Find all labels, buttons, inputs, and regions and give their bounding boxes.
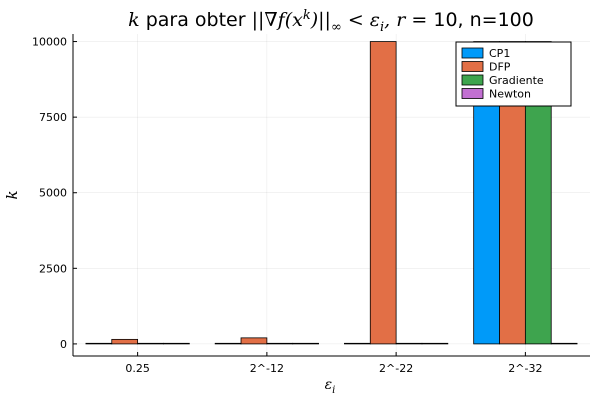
x-tick-label: 2^-12: [250, 362, 284, 375]
bar-gradiente-2: [395, 342, 423, 345]
tick-labels: 0 2500 5000 7500 10000 0.25 2^-12 2^-22 2^-32: [32, 36, 542, 375]
legend-swatch-cp1: [461, 47, 484, 59]
title-lt: <: [342, 9, 370, 31]
x-tick-label: 0.25: [125, 362, 150, 375]
bar-cp1-0: [85, 342, 113, 345]
bar-newton-3: [550, 342, 578, 345]
y-axis-label: k: [3, 190, 21, 199]
legend-swatch-dfp: [461, 61, 484, 72]
title-eq: =: [405, 9, 433, 31]
x-tick-label: 2^-22: [379, 362, 413, 375]
title-sub-inf: ∞: [331, 20, 342, 35]
legend-label-dfp: DFP: [489, 61, 511, 74]
legend-swatch-gradiente: [461, 74, 484, 86]
title-comma: ,: [384, 9, 396, 31]
title-paren-close: ): [310, 9, 318, 31]
bar-dfp-1: [240, 337, 268, 345]
title-tail: 10, n=100: [433, 9, 533, 31]
legend-swatch-newton: [461, 88, 484, 99]
legend-label-cp1: CP1: [489, 47, 510, 60]
bar-dfp-2: [369, 41, 397, 345]
bar-cp1-1: [214, 342, 242, 345]
title-norm-close: ||: [318, 9, 331, 31]
y-tick-label: 10000: [32, 36, 67, 49]
y-tick-label: 7500: [39, 111, 67, 124]
x-axis-label-sub: i: [332, 385, 335, 396]
x-axis-label: εi: [325, 377, 336, 396]
title-eps: ε: [370, 9, 380, 31]
title-r: r: [396, 9, 407, 31]
chart-title: k para obter ||∇f(xk)||∞ < εi, r = 10, n…: [128, 8, 534, 35]
legend-label-newton: Newton: [489, 88, 531, 101]
bar-gradiente-1: [266, 342, 294, 345]
y-tick-label: 0: [60, 338, 67, 351]
title-k: k: [128, 9, 140, 31]
bar-dfp-0: [111, 338, 139, 345]
bar-gradiente-0: [137, 342, 164, 345]
bar-cp1-2: [344, 342, 371, 345]
title-gradient: ∇f(x: [264, 9, 303, 31]
title-text: para obter: [140, 9, 252, 31]
bar-newton-2: [421, 342, 449, 345]
y-tick-label: 5000: [39, 187, 67, 200]
x-tick-label: 2^-32: [508, 362, 542, 375]
bar-newton-1: [292, 342, 319, 345]
title-sub-i: i: [380, 20, 384, 35]
y-tick-label: 2500: [39, 262, 67, 275]
legend-label-gradiente: Gradiente: [489, 74, 544, 87]
bar-newton-0: [163, 342, 190, 345]
axes: [72, 34, 590, 357]
title-norm-open: ||: [252, 9, 265, 31]
title-sup-k: k: [303, 8, 311, 23]
x-axis-label-eps: ε: [325, 377, 333, 393]
